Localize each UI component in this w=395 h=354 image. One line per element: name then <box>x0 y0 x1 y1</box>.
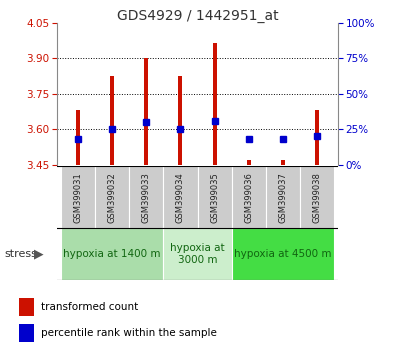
Bar <box>163 166 198 228</box>
Text: GSM399034: GSM399034 <box>176 172 185 223</box>
Text: GSM399031: GSM399031 <box>73 172 82 223</box>
Bar <box>198 166 232 228</box>
Bar <box>232 228 334 280</box>
Bar <box>19 324 34 342</box>
Text: hypoxia at 4500 m: hypoxia at 4500 m <box>234 249 332 259</box>
Text: GSM399036: GSM399036 <box>244 172 253 223</box>
Text: GSM399037: GSM399037 <box>278 172 288 223</box>
Bar <box>19 298 34 316</box>
Text: stress: stress <box>4 249 37 259</box>
Text: GDS4929 / 1442951_at: GDS4929 / 1442951_at <box>117 9 278 23</box>
Bar <box>281 160 285 165</box>
Bar <box>76 110 80 165</box>
Bar <box>300 166 334 228</box>
Text: GSM399033: GSM399033 <box>142 172 151 223</box>
Bar <box>163 228 232 280</box>
Text: ▶: ▶ <box>34 247 43 261</box>
Bar <box>247 160 251 165</box>
Text: GSM399038: GSM399038 <box>313 172 322 223</box>
Bar <box>61 166 95 228</box>
Bar <box>110 76 114 165</box>
Bar <box>232 166 266 228</box>
Bar <box>266 166 300 228</box>
Text: GSM399032: GSM399032 <box>107 172 117 223</box>
Bar <box>213 43 216 165</box>
Text: hypoxia at 1400 m: hypoxia at 1400 m <box>63 249 161 259</box>
Bar <box>179 76 182 165</box>
Text: transformed count: transformed count <box>41 302 139 312</box>
Text: hypoxia at
3000 m: hypoxia at 3000 m <box>170 243 225 265</box>
Text: percentile rank within the sample: percentile rank within the sample <box>41 328 217 338</box>
Bar <box>315 110 319 165</box>
Bar <box>144 58 148 165</box>
Text: GSM399035: GSM399035 <box>210 172 219 223</box>
Bar <box>61 228 163 280</box>
Bar <box>129 166 163 228</box>
Bar <box>95 166 129 228</box>
